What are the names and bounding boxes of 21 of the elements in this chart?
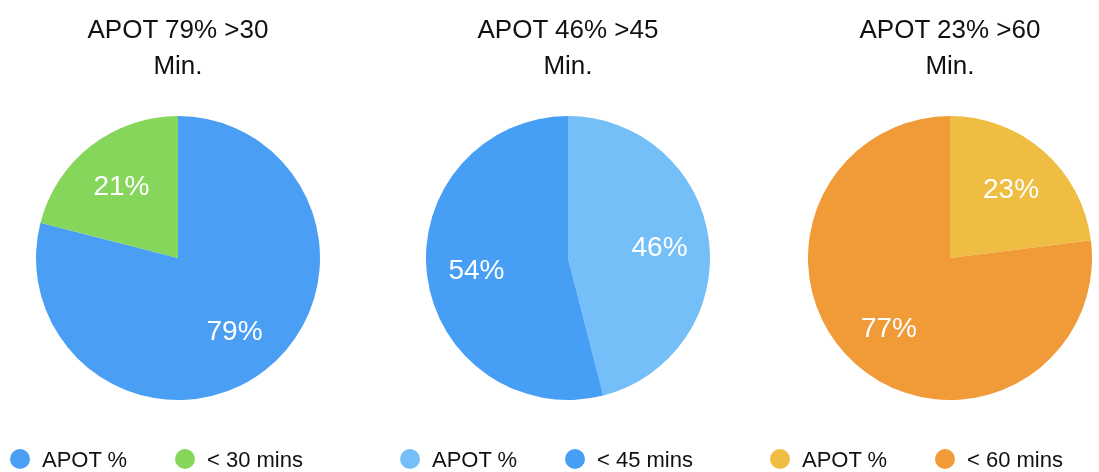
data-label: 46% [631,230,688,262]
pie-slice [808,116,1092,400]
legend-label: < 45 mins [597,446,693,472]
data-label: 23% [983,173,1040,205]
pie-slice [426,116,604,400]
chart-title: APOT 23% >60 Min. [859,14,1041,80]
legend-label: APOT % [42,446,128,472]
legend-label: < 30 mins [207,446,303,472]
legend-label: APOT % [432,446,518,472]
data-label: 79% [206,315,263,347]
data-label: 77% [860,311,917,343]
chart-title: APOT 46% >45 Min. [477,14,659,80]
pie-slice [950,116,1091,258]
data-label: 54% [448,254,505,286]
pie-slice [40,116,178,258]
pie-slice [36,116,320,400]
chart-title: APOT 79% >30 Min. [87,14,269,80]
legend-label: APOT % [802,446,888,472]
pie-slice [568,116,710,396]
legend-label: < 60 mins [967,446,1063,472]
data-label: 21% [93,169,150,201]
